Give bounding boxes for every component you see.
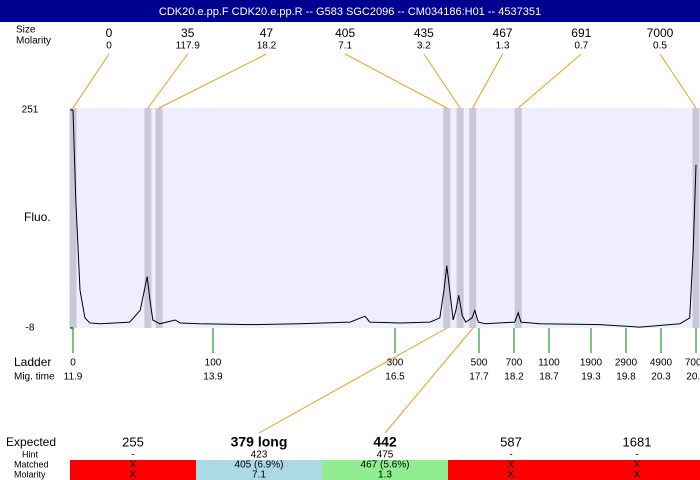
- matched-molarity: X: [634, 470, 641, 480]
- matched-molarity: 7.1: [252, 470, 266, 480]
- peak-link: [72, 53, 110, 109]
- matched-molarity: X: [130, 470, 137, 480]
- ladder-size: 100: [205, 358, 222, 369]
- peak-molarity: 18.2: [257, 41, 277, 52]
- peak-band: [456, 108, 464, 328]
- peak-link: [472, 53, 504, 109]
- plot-area: [73, 108, 696, 328]
- matched: X: [508, 460, 515, 471]
- matched: X: [634, 460, 641, 471]
- ladder-size: 700: [506, 358, 523, 369]
- ladder-time: 13.9: [203, 372, 223, 383]
- peak-link: [423, 53, 461, 109]
- matched-molarity-label: Molarity: [14, 469, 46, 479]
- peak-molarity: 7.1: [338, 41, 352, 52]
- matched-cell: [70, 460, 196, 480]
- ladder-size: 7000: [685, 358, 700, 369]
- peak-band: [155, 108, 163, 328]
- peak-molarity: 0.5: [653, 41, 667, 52]
- matched-molarity: 1.3: [378, 470, 392, 480]
- peak-link: [158, 53, 267, 109]
- peak-size: 35: [181, 26, 195, 40]
- expected-label: Expected: [6, 435, 56, 449]
- peak-band: [443, 108, 451, 328]
- expected-size: 1681: [623, 434, 652, 449]
- hint: 475: [377, 450, 394, 461]
- y-axis-label: Fluo.: [24, 210, 51, 224]
- expected-size: 587: [500, 434, 522, 449]
- hint: -: [509, 450, 512, 461]
- ladder-time: 19.3: [581, 372, 601, 383]
- ladder-size: 4900: [650, 358, 673, 369]
- matched-cell: [574, 460, 700, 480]
- peak-size: 0: [106, 26, 113, 40]
- peak-molarity: 1.3: [496, 41, 510, 52]
- ladder-time: 11.9: [64, 372, 83, 383]
- matched: 405 (6.9%): [235, 460, 284, 471]
- ladder-size: 1100: [538, 358, 560, 369]
- ladder-time: 20.3: [651, 372, 671, 383]
- ladder-size: 0: [70, 358, 76, 369]
- peak-link: [147, 53, 189, 109]
- peak-size: 405: [335, 26, 355, 40]
- matched-label: Matched: [14, 459, 49, 469]
- peak-molarity: 0.7: [574, 41, 588, 52]
- ladder-time: 19.8: [616, 372, 636, 383]
- peak-size: 435: [414, 26, 434, 40]
- ladder-size: 500: [471, 358, 488, 369]
- mig-time-label: Mig. time: [14, 372, 55, 383]
- peak-size: 467: [493, 26, 513, 40]
- match-link: [258, 327, 448, 434]
- peak-link: [344, 53, 448, 109]
- ladder-size: 1900: [580, 358, 603, 369]
- hint: -: [131, 450, 134, 461]
- ladder-time: 17.7: [469, 372, 489, 383]
- expected-size: 255: [122, 434, 144, 449]
- peak-molarity: 0: [106, 41, 112, 52]
- size-label: Size: [16, 25, 36, 36]
- peak-size: 7000: [647, 26, 674, 40]
- ladder-time: 18.7: [539, 372, 559, 383]
- ladder-label: Ladder: [14, 355, 51, 369]
- matched: X: [130, 460, 137, 471]
- hint: 423: [251, 450, 268, 461]
- matched-cell: [448, 460, 574, 480]
- expected-size: 379 long: [231, 434, 288, 450]
- ladder-size: 2900: [615, 358, 638, 369]
- matched: 467 (5.6%): [361, 460, 410, 471]
- peak-band: [144, 108, 152, 328]
- peak-link: [659, 53, 697, 109]
- hint: -: [635, 450, 638, 461]
- ladder-time: 16.5: [385, 372, 405, 383]
- hint-label: Hint: [22, 449, 39, 459]
- ladder-time: 20.8: [686, 372, 700, 383]
- matched-cell: [322, 460, 448, 480]
- ladder-time: 18.2: [504, 372, 524, 383]
- peak-molarity: 3.2: [417, 41, 431, 52]
- trace: [72, 109, 697, 328]
- title-bar: [0, 0, 700, 22]
- peak-molarity: 117.9: [176, 41, 201, 52]
- ladder-size: 300: [387, 358, 404, 369]
- peak-link: [517, 53, 582, 109]
- matched-molarity: X: [508, 470, 515, 480]
- peak-size: 691: [571, 26, 591, 40]
- expected-size: 442: [373, 434, 397, 450]
- peak-band: [514, 108, 522, 328]
- y-tick-label: -8: [26, 323, 35, 334]
- peak-band: [469, 108, 477, 328]
- match-link: [384, 327, 474, 434]
- matched-cell: [196, 460, 322, 480]
- y-tick-label: 251: [22, 105, 39, 116]
- title: CDK20.e.pp.F CDK20.e.pp.R -- G583 SGC209…: [159, 6, 541, 18]
- peak-size: 47: [260, 26, 274, 40]
- peak-band: [692, 108, 700, 328]
- molarity-label: Molarity: [16, 36, 51, 47]
- peak-band: [69, 108, 77, 328]
